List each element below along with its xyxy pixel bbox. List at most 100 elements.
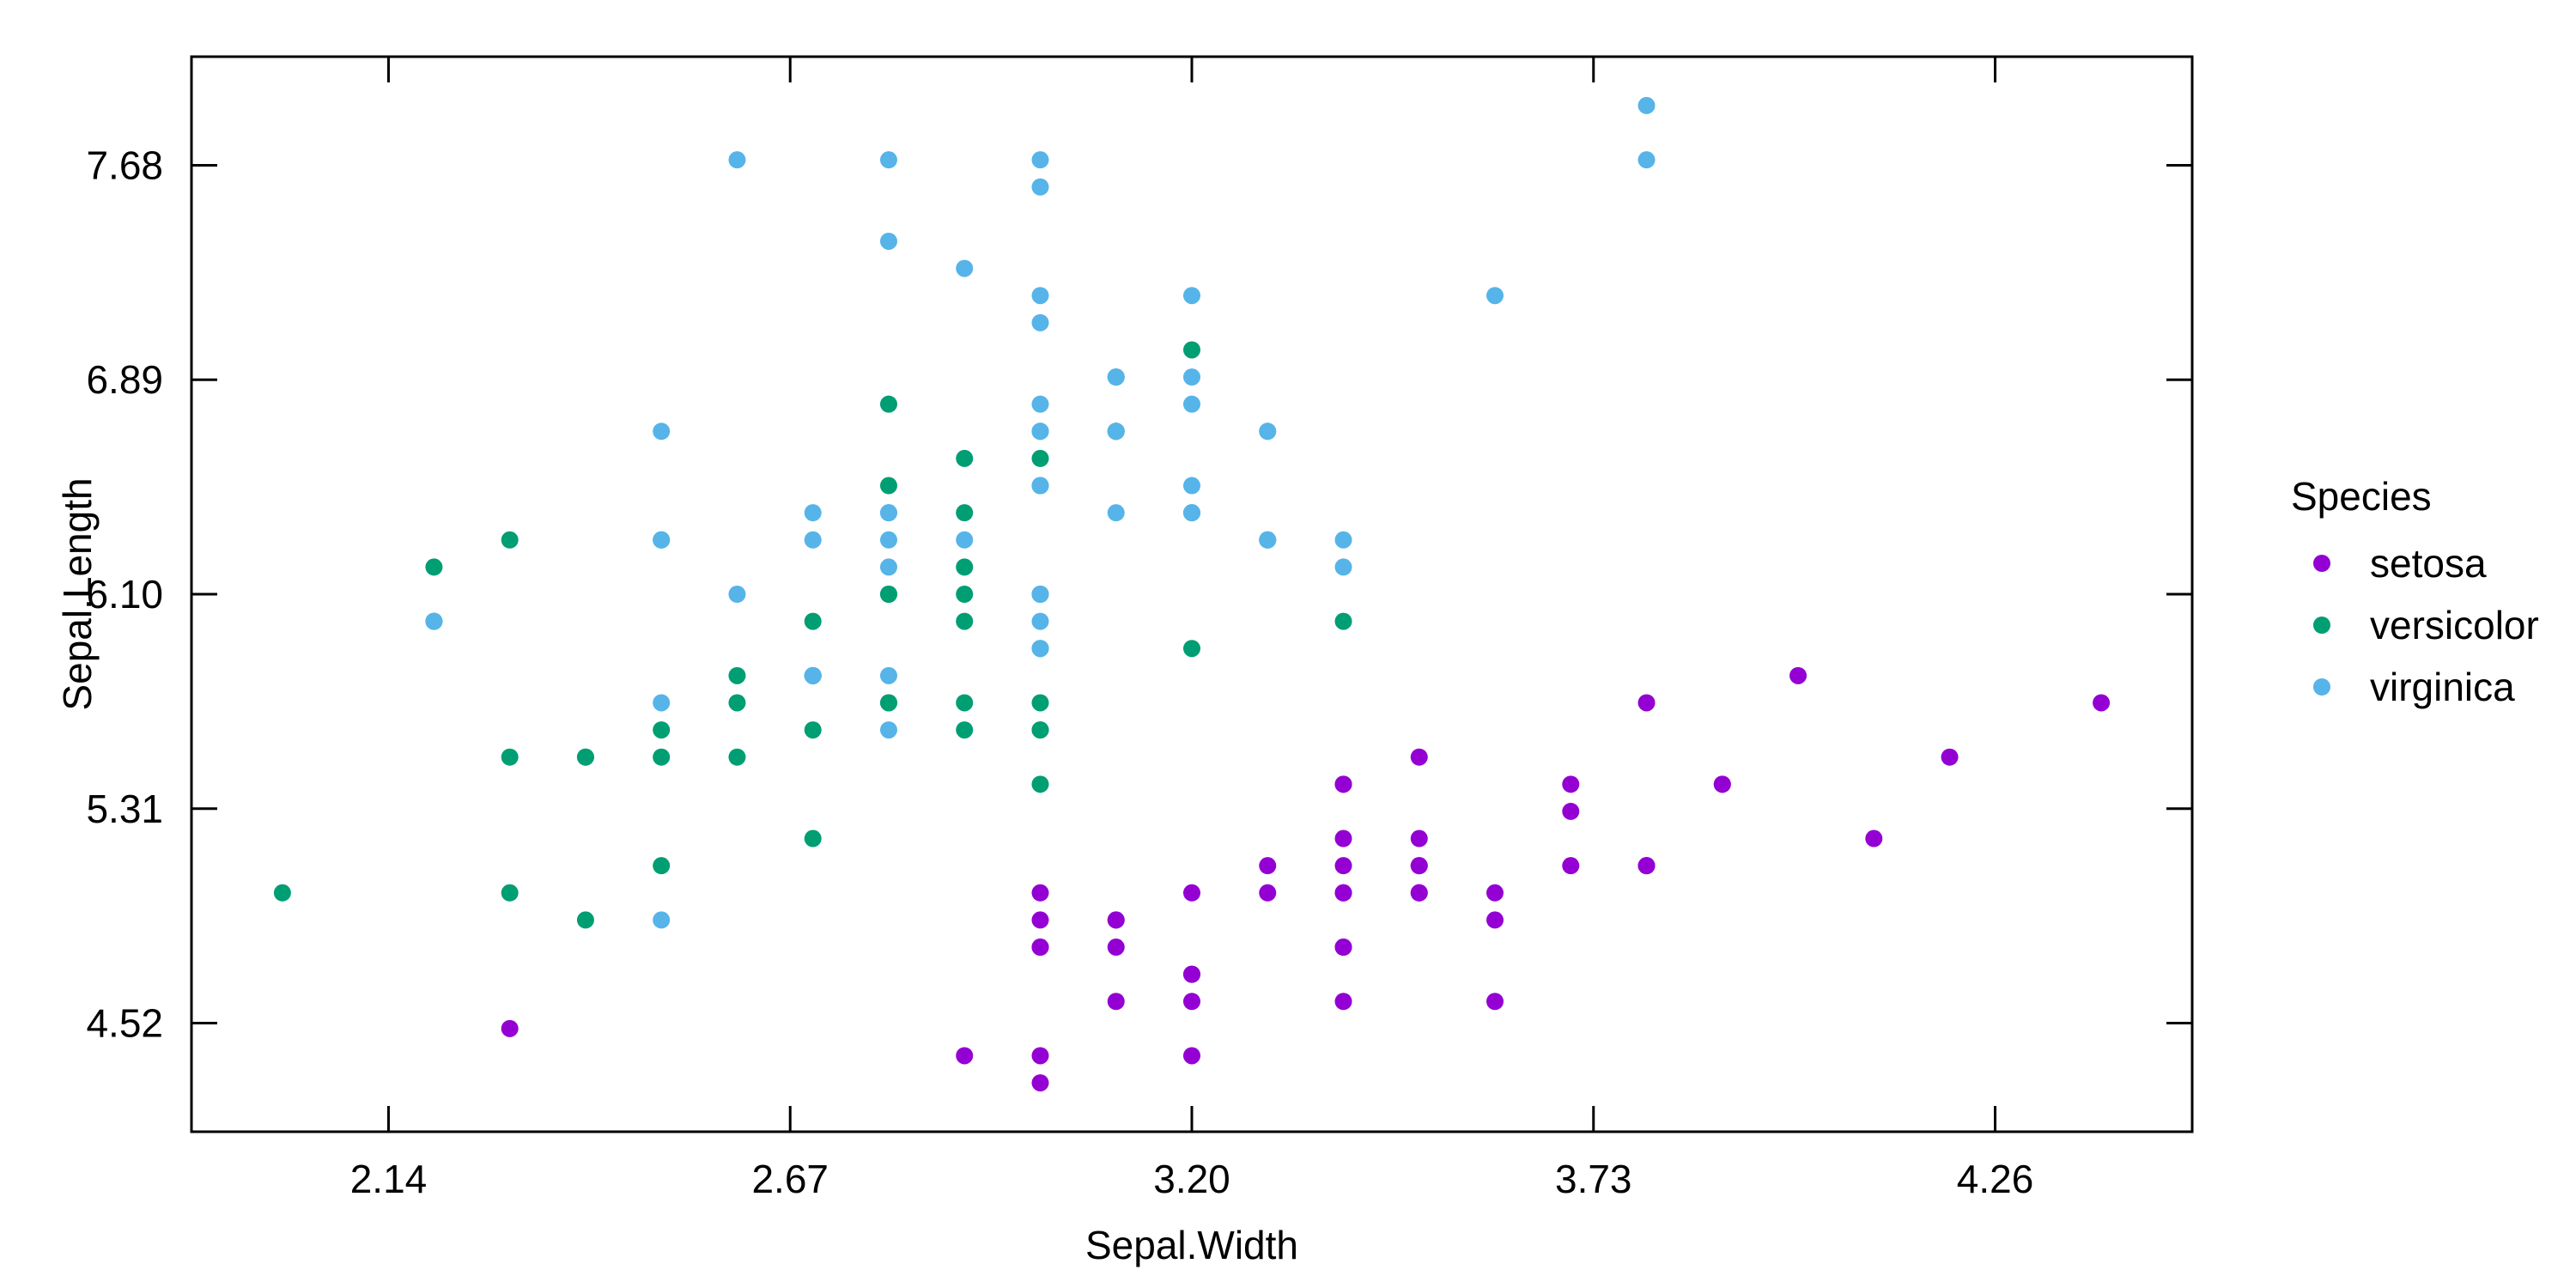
data-point-versicolor <box>956 694 974 712</box>
data-point-versicolor <box>956 612 974 630</box>
data-point-setosa <box>501 1019 519 1037</box>
data-point-virginica <box>1031 612 1049 630</box>
data-point-versicolor <box>273 884 291 902</box>
data-points <box>273 96 2111 1092</box>
data-point-setosa <box>1410 884 1428 902</box>
x-tick-label: 3.20 <box>1153 1157 1230 1201</box>
data-point-versicolor <box>804 829 822 848</box>
data-point-versicolor <box>728 666 746 684</box>
data-point-virginica <box>653 422 671 440</box>
data-point-setosa <box>1259 857 1277 875</box>
data-point-virginica <box>728 151 746 169</box>
data-point-virginica <box>1031 640 1049 658</box>
data-point-setosa <box>1334 939 1352 957</box>
data-point-versicolor <box>728 694 746 712</box>
data-point-setosa <box>1334 884 1352 902</box>
data-point-setosa <box>1031 1074 1049 1092</box>
data-point-versicolor <box>501 748 519 766</box>
data-point-setosa <box>1031 1047 1049 1065</box>
data-point-virginica <box>1637 96 1656 114</box>
data-point-versicolor <box>879 395 897 413</box>
data-point-versicolor <box>956 721 974 739</box>
data-point-virginica <box>804 531 822 549</box>
data-point-versicolor <box>956 586 974 603</box>
data-point-virginica <box>1031 586 1049 603</box>
x-axis-label: Sepal.Width <box>1085 1223 1298 1267</box>
data-point-setosa <box>1183 884 1200 902</box>
data-point-setosa <box>1334 829 1352 848</box>
legend-swatch-setosa <box>2313 555 2330 572</box>
data-point-virginica <box>1183 368 1200 386</box>
data-point-setosa <box>1562 857 1580 875</box>
data-point-setosa <box>1031 911 1049 929</box>
data-point-versicolor <box>879 586 897 603</box>
data-point-versicolor <box>653 721 671 739</box>
data-point-virginica <box>879 558 897 576</box>
data-point-versicolor <box>804 612 822 630</box>
data-point-versicolor <box>956 558 974 576</box>
data-point-versicolor <box>956 449 974 467</box>
data-point-setosa <box>1410 857 1428 875</box>
data-point-virginica <box>728 586 746 603</box>
data-point-virginica <box>1637 151 1656 169</box>
data-point-setosa <box>1941 748 1959 766</box>
data-point-virginica <box>879 666 897 684</box>
data-point-virginica <box>1259 531 1277 549</box>
data-point-virginica <box>879 151 897 169</box>
data-point-versicolor <box>728 748 746 766</box>
data-point-setosa <box>2093 694 2111 712</box>
legend: Species setosa versicolor virginica <box>2291 474 2539 709</box>
data-point-setosa <box>1486 993 1504 1011</box>
data-point-setosa <box>1183 965 1200 983</box>
x-tick-label: 4.26 <box>1957 1157 2034 1201</box>
data-point-virginica <box>1031 151 1049 169</box>
data-point-versicolor <box>653 857 671 875</box>
legend-label-setosa: setosa <box>2370 541 2487 586</box>
data-point-virginica <box>1107 368 1125 386</box>
data-point-setosa <box>1259 884 1277 902</box>
data-point-setosa <box>1334 857 1352 875</box>
data-point-virginica <box>1259 422 1277 440</box>
legend-items: setosa versicolor virginica <box>2313 541 2539 709</box>
data-point-versicolor <box>501 884 519 902</box>
data-point-virginica <box>1183 287 1200 305</box>
data-point-virginica <box>1031 313 1049 331</box>
data-point-versicolor <box>576 748 594 766</box>
data-point-setosa <box>1334 993 1352 1011</box>
data-point-versicolor <box>956 504 974 522</box>
data-point-setosa <box>1031 939 1049 957</box>
data-point-virginica <box>804 504 822 522</box>
data-point-versicolor <box>879 477 897 495</box>
data-point-setosa <box>1031 884 1049 902</box>
data-point-versicolor <box>576 911 594 929</box>
data-point-versicolor <box>501 531 519 549</box>
data-point-virginica <box>879 721 897 739</box>
data-point-setosa <box>1107 911 1125 929</box>
legend-title: Species <box>2291 474 2432 519</box>
data-point-versicolor <box>1031 449 1049 467</box>
data-point-virginica <box>425 612 443 630</box>
y-tick-label: 6.89 <box>86 357 163 402</box>
data-point-virginica <box>1334 531 1352 549</box>
data-point-versicolor <box>653 748 671 766</box>
data-point-virginica <box>1031 178 1049 196</box>
data-point-virginica <box>1183 504 1200 522</box>
data-point-setosa <box>956 1047 974 1065</box>
data-point-setosa <box>1107 993 1125 1011</box>
x-tick-label: 2.14 <box>350 1157 428 1201</box>
data-point-virginica <box>1486 287 1504 305</box>
data-point-virginica <box>879 504 897 522</box>
y-tick-label: 6.10 <box>86 572 163 617</box>
data-point-setosa <box>1713 775 1731 793</box>
data-point-virginica <box>1031 395 1049 413</box>
data-point-versicolor <box>804 721 822 739</box>
data-point-virginica <box>879 531 897 549</box>
data-point-versicolor <box>1183 341 1200 359</box>
data-point-versicolor <box>1031 775 1049 793</box>
data-point-versicolor <box>1334 612 1352 630</box>
data-point-setosa <box>1183 1047 1200 1065</box>
data-point-setosa <box>1486 911 1504 929</box>
data-point-virginica <box>956 259 974 277</box>
data-point-setosa <box>1637 694 1656 712</box>
